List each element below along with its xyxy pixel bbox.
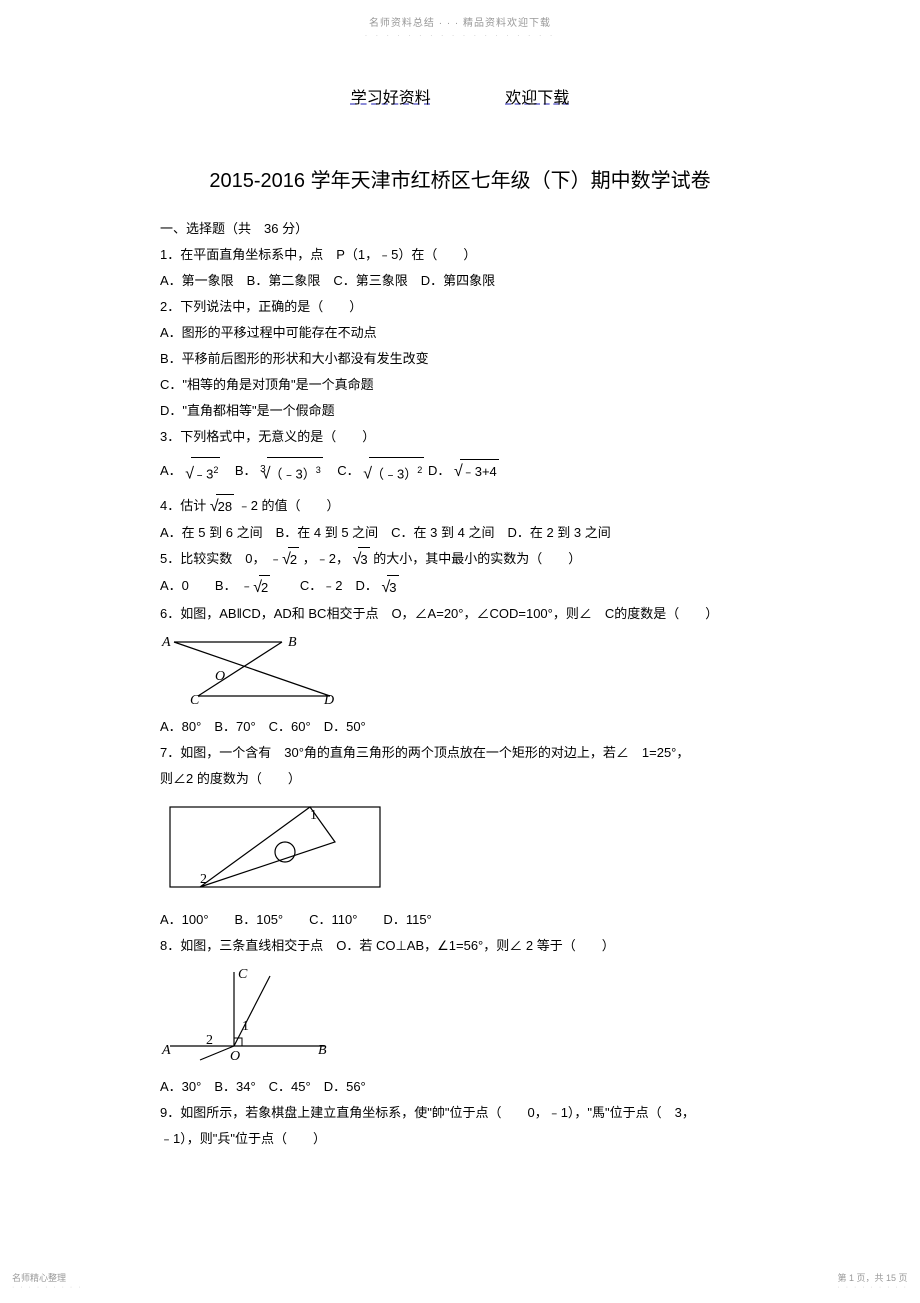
q5-sqrt2-val: 3 xyxy=(358,547,369,572)
q2-optB: B．平移前后图形的形状和大小都没有发生改变 xyxy=(160,347,760,371)
q3-optA-sqrt: √﹣32 xyxy=(185,457,220,486)
q3-optC-sup: 2 xyxy=(417,465,422,475)
q4-options: A．在 5 到 6 之间 B．在 4 到 5 之间 C．在 3 到 4 之间 D… xyxy=(160,521,760,545)
q5-opt-sqrt-val: 2 xyxy=(259,575,270,600)
svg-text:C: C xyxy=(238,967,248,982)
q5-sqrt1-val: 2 xyxy=(288,547,299,572)
footer-right-text: 第 1 页，共 15 页 xyxy=(837,1271,908,1284)
q7-text2: 则∠2 的度数为（ ） xyxy=(160,767,760,791)
svg-text:O: O xyxy=(215,669,225,684)
footer-left: 名师精心整理 · · · · · · · · · xyxy=(12,1271,83,1291)
q6-figure: A B C D O xyxy=(160,632,760,709)
header-top-note: 名师资料总结 · · · 精品资料欢迎下载 xyxy=(0,0,920,31)
q4-sqrt: √28 xyxy=(210,494,234,519)
q5-opt-sqrt2: √3 xyxy=(381,575,398,600)
q8-figure: A B C O1 2 xyxy=(160,964,760,1069)
q3-options: A． √﹣32 B． 3√（﹣3）3 C． √（﹣3）2 D． √﹣3+4 xyxy=(160,457,760,486)
q5-opt-sqrt: √2 xyxy=(253,575,270,600)
svg-text:2: 2 xyxy=(200,872,207,887)
q3-optB-sup: 3 xyxy=(316,465,321,475)
q2-optC: C．"相等的角是对顶角"是一个真命题 xyxy=(160,373,760,397)
section-header: 一、选择题（共 36 分） xyxy=(160,217,760,241)
q3-optB-prefix: B． xyxy=(235,463,257,478)
footer-left-text: 名师精心整理 xyxy=(12,1271,83,1284)
q6-options: A．80° B．70° C．60° D．50° xyxy=(160,715,760,739)
q3-optD-sqrt: √﹣3+4 xyxy=(454,459,499,484)
q9-text2: ﹣1），则"兵"位于点（ ） xyxy=(160,1127,760,1151)
q8-options: A．30° B．34° C．45° D．56° xyxy=(160,1075,760,1099)
q1-text: 1．在平面直角坐标系中，点 P（1，﹣5）在（ ） xyxy=(160,243,760,267)
q3-optD-sqrt-val: ﹣3+4 xyxy=(460,459,499,484)
q3-optA-prefix: A． xyxy=(160,463,182,478)
svg-text:A: A xyxy=(161,635,171,650)
svg-text:D: D xyxy=(323,693,334,704)
q3-optC-sqrt-val: （﹣3） xyxy=(371,466,417,481)
q5-options: A．0 B． ﹣√2 C．﹣2 D． √3 xyxy=(160,574,760,599)
q3-optA-sup: 2 xyxy=(213,465,218,475)
q7-text1: 7．如图，一个含有 30°角的直角三角形的两个顶点放在一个矩形的对边上，若∠ 1… xyxy=(160,741,760,765)
header-main: 学习好资料 欢迎下载 xyxy=(0,60,920,114)
q3-optC-prefix: C． xyxy=(337,463,359,478)
q5-sqrt1: √2 xyxy=(282,547,299,572)
q7-figure: 12 xyxy=(160,797,760,902)
q7-svg: 12 xyxy=(160,797,390,897)
q2-text: 2．下列说法中，正确的是（ ） xyxy=(160,295,760,319)
q1-options: A．第一象限 B．第二象限 C．第三象限 D．第四象限 xyxy=(160,269,760,293)
q5-opt-sqrt2-val: 3 xyxy=(387,575,398,600)
svg-text:1: 1 xyxy=(310,808,317,823)
q5-opt-suffix: C．﹣2 D． xyxy=(274,578,378,593)
q5-opt-prefix: A．0 B． xyxy=(160,578,237,593)
q3-optA-sqrt-val: ﹣3 xyxy=(193,466,213,481)
footer-left-dots: · · · · · · · · · xyxy=(12,1284,83,1291)
content-area: 2015-2016 学年天津市红桥区七年级（下）期中数学试卷 一、选择题（共 3… xyxy=(0,114,920,1183)
q5-mid1: ，﹣2， xyxy=(303,551,349,566)
header-top-dots: · · · · · · · · · · · · · · · · · · xyxy=(0,31,920,60)
svg-text:A: A xyxy=(161,1043,171,1058)
q3-optC-sqrt: √（﹣3）2 xyxy=(363,457,424,486)
q5-text: 5．比较实数 0， ﹣√2 ，﹣2， √3 的大小，其中最小的实数为（ ） xyxy=(160,547,760,572)
header-right: 欢迎下载 xyxy=(505,90,569,107)
q5-prefix: 5．比较实数 0， xyxy=(160,551,265,566)
q3-optD-prefix: D． xyxy=(428,463,450,478)
svg-text:B: B xyxy=(318,1043,327,1058)
header-left: 学习好资料 xyxy=(351,90,431,107)
page-title: 2015-2016 学年天津市红桥区七年级（下）期中数学试卷 xyxy=(160,164,760,193)
q8-svg: A B C O1 2 xyxy=(160,964,340,1064)
q3-text: 3．下列格式中，无意义的是（ ） xyxy=(160,425,760,449)
q3-optB-sqrt: 3√（﹣3）3 xyxy=(260,457,323,486)
svg-text:1: 1 xyxy=(242,1019,249,1034)
q4-prefix: 4．估计 xyxy=(160,498,210,513)
q8-text: 8．如图，三条直线相交于点 O．若 CO⊥AB，∠1=56°，则∠ 2 等于（ … xyxy=(160,934,760,958)
q5-sqrt2: √3 xyxy=(353,547,370,572)
q7-options: A．100° B．105° C．110° D．115° xyxy=(160,908,760,932)
q9-text1: 9．如图所示，若象棋盘上建立直角坐标系，使"帥"位于点（ 0，﹣1），"馬"位于… xyxy=(160,1101,760,1125)
q3-optB-sqrt-val: （﹣3） xyxy=(269,466,315,481)
q5-suffix: 的大小，其中最小的实数为（ ） xyxy=(373,551,581,566)
svg-text:B: B xyxy=(288,635,297,650)
q6-text: 6．如图，AB‖CD，AD和 BC相交于点 O，∠A=20°，∠COD=100°… xyxy=(160,602,760,626)
svg-text:2: 2 xyxy=(206,1033,213,1048)
q2-optD: D．"直角都相等"是一个假命题 xyxy=(160,399,760,423)
q4-suffix: ﹣2 的值（ ） xyxy=(238,498,340,513)
q4-sqrt-val: 28 xyxy=(216,494,234,519)
footer-right: 第 1 页，共 15 页 · · · · · · · · · xyxy=(837,1271,908,1291)
svg-text:C: C xyxy=(190,693,200,704)
q2-optA: A．图形的平移过程中可能存在不动点 xyxy=(160,321,760,345)
svg-text:O: O xyxy=(230,1049,240,1064)
q4-text: 4．估计 √28 ﹣2 的值（ ） xyxy=(160,494,760,519)
q6-svg: A B C D O xyxy=(160,632,340,704)
footer-right-dots: · · · · · · · · · xyxy=(837,1284,908,1291)
